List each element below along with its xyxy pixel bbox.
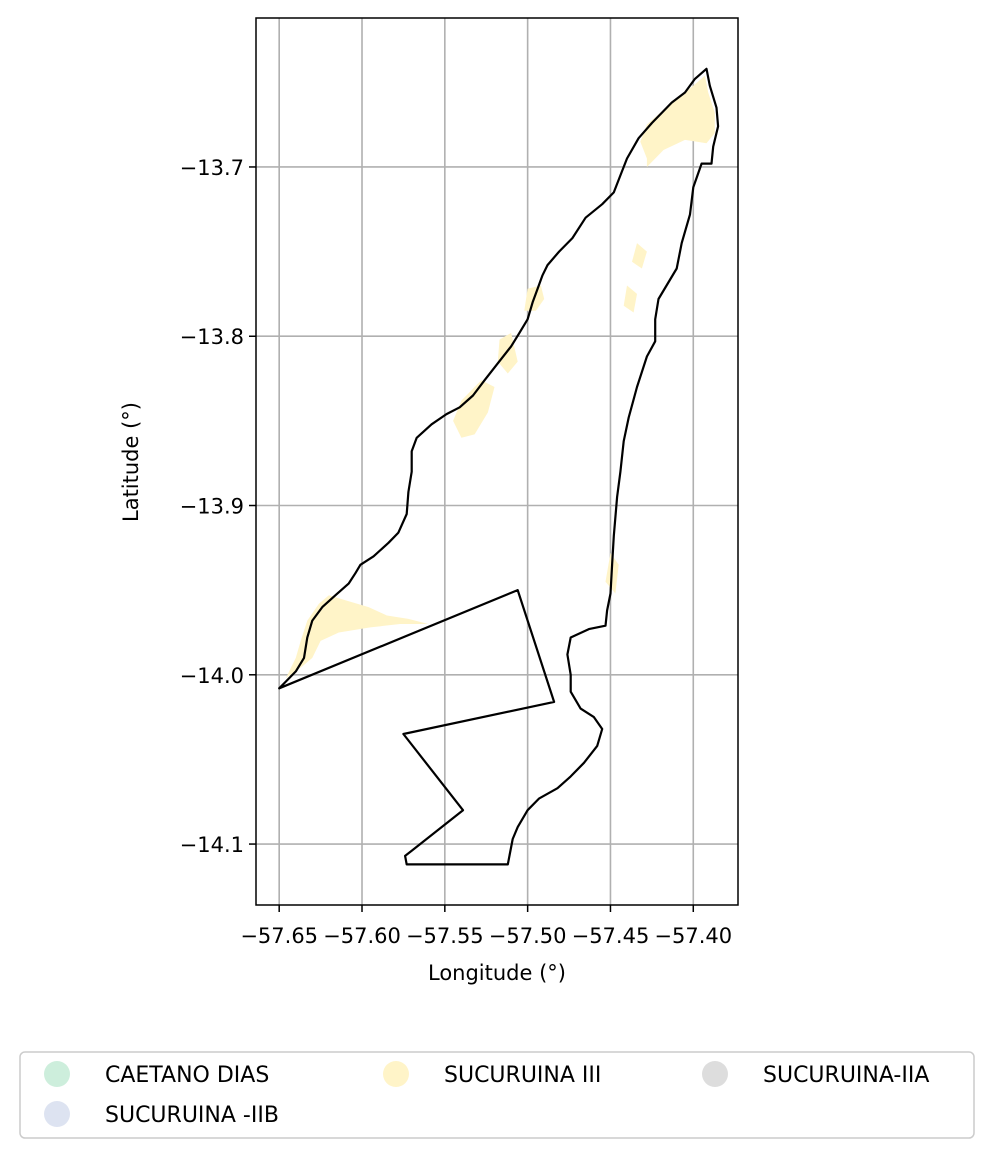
- x-tick-label-5: −57.40: [654, 924, 732, 948]
- legend-marker-1: [383, 1061, 409, 1087]
- legend-marker-0: [44, 1061, 70, 1087]
- area-0: [640, 75, 715, 167]
- x-tick-label-0: −57.65: [240, 924, 318, 948]
- legend-label-0: CAETANO DIAS: [105, 1063, 269, 1088]
- legend-label-3: SUCURUINA -IIB: [105, 1103, 279, 1128]
- area-4: [632, 243, 647, 269]
- x-tick-label-4: −57.45: [572, 924, 650, 948]
- area-7: [285, 595, 429, 679]
- x-tick-label-1: −57.60: [323, 924, 401, 948]
- y-tick-label-2: −13.9: [180, 495, 244, 519]
- gridlines: [256, 18, 738, 905]
- boundary-outline: [278, 67, 720, 866]
- x-tick-label-2: −57.55: [406, 924, 484, 948]
- y-tick-label-3: −14.0: [180, 664, 244, 688]
- legend-marker-2: [702, 1061, 728, 1087]
- plot-area: [255, 17, 739, 906]
- area-3: [453, 380, 495, 438]
- legend-marker-3: [44, 1101, 70, 1127]
- y-tick-label-0: −13.7: [180, 156, 244, 180]
- legend: CAETANO DIAS SUCURUINA III SUCURUINA-IIA SU…: [19, 1051, 975, 1139]
- highlighted-areas: [285, 75, 715, 679]
- x-tick-label-3: −57.50: [489, 924, 567, 948]
- legend-label-2: SUCURUINA-IIA: [763, 1063, 929, 1088]
- area-5: [623, 285, 637, 313]
- axes-background: [256, 18, 738, 905]
- legend-frame: [19, 1051, 975, 1139]
- y-axis-label: Latitude (°): [119, 402, 143, 522]
- x-axis-label: Longitude (°): [428, 961, 566, 985]
- axes-frame: [255, 17, 739, 906]
- y-tick-label-1: −13.8: [180, 325, 244, 349]
- legend-label-1: SUCURUINA III: [444, 1063, 601, 1088]
- x-axis-ticks: −57.65 −57.60 −57.55 −57.50 −57.45 −57.40: [240, 905, 732, 948]
- y-axis-ticks: −13.7 −13.8 −13.9 −14.0 −14.1: [180, 156, 256, 857]
- y-tick-label-4: −14.1: [180, 833, 244, 857]
